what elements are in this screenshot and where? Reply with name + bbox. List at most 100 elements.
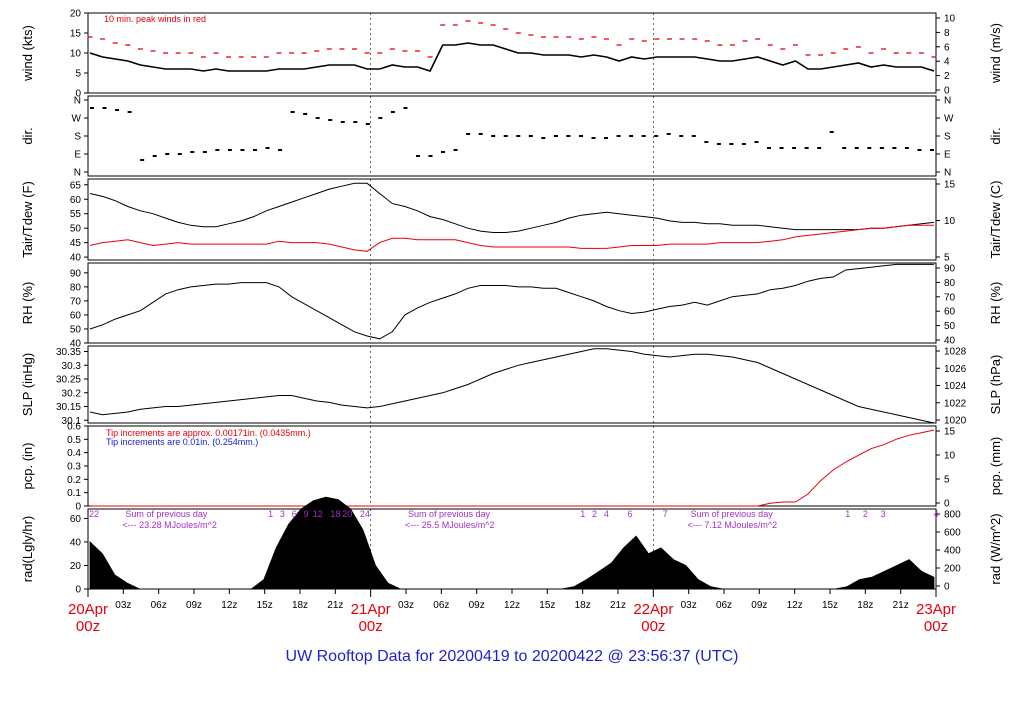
y-axis-label-right: dir.: [988, 127, 1003, 144]
x-tick-label: 12z: [787, 600, 803, 611]
dir-point: [516, 135, 521, 137]
panel-3: RH (%) RH (%) 40 50 60 70 80 90 40 50 60 70 80 90: [20, 262, 1003, 350]
y-tick-label: 90: [70, 268, 82, 279]
y-tick-label: 80: [70, 282, 82, 293]
y-tick-label: 20: [70, 9, 82, 20]
x-tick-label: 03z: [681, 600, 697, 611]
dir-point: [641, 135, 646, 137]
dir-point: [90, 107, 94, 109]
y-tick-label: 60: [70, 514, 82, 525]
y-tick-label: 60: [70, 195, 82, 206]
x-tick-label: 21z: [327, 600, 343, 611]
y-tick-label: 30.25: [56, 375, 81, 386]
y-tick-label: 70: [70, 296, 82, 307]
y-tick-label: 20: [70, 561, 82, 572]
series-0-line: [90, 429, 935, 507]
panel-4: SLP (inHg) SLP (hPa) 30.1 30.15 30.2 30.25 30.…: [20, 345, 1003, 427]
dir-point: [491, 135, 496, 137]
x-day-label: 21Apr: [351, 601, 391, 618]
y-tick-label: 0: [75, 89, 81, 100]
series-1-line: [89, 224, 934, 252]
x-tick-label: 21z: [893, 600, 909, 611]
y-tick-label-right: 10: [944, 216, 956, 227]
daily-sum-label: Sum of previous day: [408, 509, 491, 519]
dir-point: [754, 141, 759, 143]
tip-annotation-2: Tip increments are 0.01in. (0.254mm.): [106, 437, 258, 447]
y-tick-label-right: 800: [944, 510, 961, 521]
dir-point: [127, 111, 132, 113]
x-tick-label: 09z: [751, 600, 767, 611]
dir-point: [528, 135, 533, 137]
series-0-line: [89, 263, 934, 340]
series-0-line: [89, 348, 935, 424]
y-tick-label: 30.2: [62, 388, 82, 399]
y-tick-label: 50: [70, 224, 82, 235]
dir-point: [415, 155, 420, 157]
dir-point: [917, 149, 922, 151]
chart-title: UW Rooftop Data for 20200419 to 20200422…: [285, 648, 739, 665]
panel-frame: [87, 95, 937, 177]
dir-point: [165, 153, 170, 155]
y-tick-label-right: 40: [944, 336, 956, 347]
y-tick-label: 40: [70, 253, 82, 264]
y-tick-label: 0.3: [67, 462, 81, 473]
y-tick-label: 30.1: [62, 416, 82, 427]
y-tick-label-right: 0: [944, 582, 950, 593]
y-tick-label: 50: [70, 324, 82, 335]
dir-point: [503, 135, 508, 137]
x-tick-label: 03z: [115, 600, 131, 611]
hour-marker: 3: [881, 509, 886, 519]
y-tick-label: 30.35: [56, 347, 81, 358]
dir-point: [240, 149, 245, 151]
panel-frame: [87, 345, 937, 424]
dir-point: [578, 135, 583, 137]
dir-point: [654, 135, 659, 137]
y-tick-label: 0.6: [67, 422, 81, 433]
y-tick-label-right: 10: [944, 14, 956, 25]
panel-frame: [87, 178, 937, 261]
y-tick-label-right: 0: [944, 499, 950, 510]
dir-point: [365, 123, 370, 125]
y-tick-label-right: N: [944, 168, 951, 179]
dir-point: [879, 147, 884, 149]
series-0-line: [89, 42, 935, 72]
x-day-hour-label: 00z: [359, 618, 383, 635]
dir-point: [566, 135, 571, 137]
y-tick-label-right: 1026: [944, 364, 967, 375]
hour-marker: 4: [604, 509, 609, 519]
y-tick-label-right: 5: [944, 475, 950, 486]
dir-point: [829, 131, 834, 133]
x-tick-label: 12z: [504, 600, 520, 611]
dir-point: [854, 147, 859, 149]
dir-point: [215, 149, 220, 151]
x-tick-label: 06z: [151, 600, 167, 611]
dir-point: [779, 147, 784, 149]
panel-6: rad(Lgly/hr) rad (W/m^2)02040600200400600…: [20, 496, 1003, 596]
y-tick-label: 30.3: [62, 361, 82, 372]
y-axis-label: rad(Lgly/hr): [20, 516, 35, 582]
dir-point: [604, 137, 609, 139]
y-tick-label-right: 1020: [944, 416, 967, 427]
daily-sum-value: <--- 23.28 MJoules/m^2: [122, 520, 217, 530]
dir-point: [716, 143, 721, 145]
y-tick-label: 40: [70, 339, 82, 350]
hour-marker: 12: [313, 509, 323, 519]
y-tick-label: S: [74, 132, 81, 143]
series-0-area: [89, 496, 935, 590]
y-tick-label: 0: [75, 585, 81, 596]
y-tick-label-right: 70: [944, 292, 956, 303]
hour-marker: 6: [627, 509, 632, 519]
y-tick-label-right: 80: [944, 278, 956, 289]
hour-marker: 6: [292, 509, 297, 519]
hour-marker: 7: [663, 509, 668, 519]
dir-point: [666, 133, 671, 135]
hour-marker: 22: [89, 509, 99, 519]
dir-point: [553, 135, 558, 137]
x-tick-label: 12z: [221, 600, 237, 611]
x-tick-label: 15z: [822, 600, 838, 611]
y-tick-label-right: E: [944, 150, 951, 161]
dir-point: [842, 147, 847, 149]
dir-point: [741, 143, 746, 145]
y-tick-label: 0: [75, 502, 81, 513]
